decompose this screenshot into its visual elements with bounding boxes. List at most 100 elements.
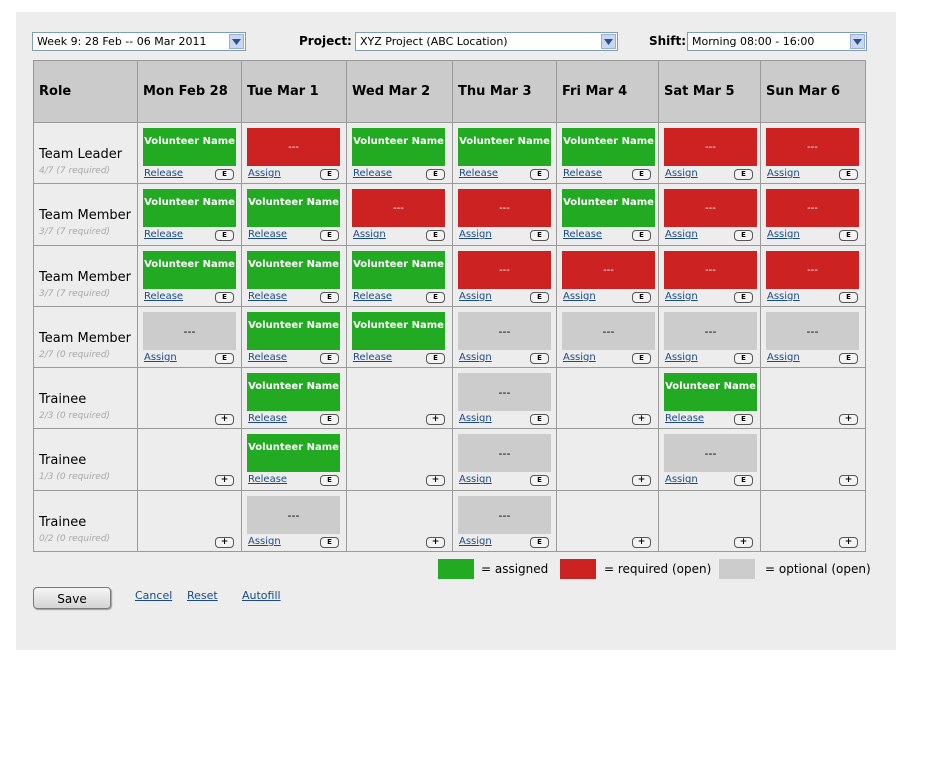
release-link[interactable]: Release [665,413,705,425]
assign-link[interactable]: Assign [665,290,698,302]
optional-open-slot[interactable]: --- [664,311,757,350]
volunteer-slot[interactable]: Volunteer Name [247,189,340,228]
optional-open-slot[interactable]: --- [458,495,551,534]
edit-button[interactable]: E [215,352,234,364]
add-slot-button[interactable]: + [632,536,651,548]
chevron-down-icon[interactable] [229,34,244,49]
edit-button[interactable]: E [320,414,339,426]
volunteer-slot[interactable]: Volunteer Name [562,189,655,228]
edit-button[interactable]: E [734,291,753,303]
assign-link[interactable]: Assign [665,351,698,363]
required-open-slot[interactable]: --- [664,250,757,289]
volunteer-slot[interactable]: Volunteer Name [352,128,445,166]
edit-button[interactable]: E [530,230,549,242]
assign-link[interactable]: Assign [767,229,800,241]
optional-open-slot[interactable]: --- [664,434,757,473]
optional-open-slot[interactable]: --- [562,311,655,350]
release-link[interactable]: Release [563,229,603,241]
optional-open-slot[interactable]: --- [247,495,340,534]
volunteer-slot[interactable]: Volunteer Name [247,311,340,350]
optional-open-slot[interactable]: --- [458,311,551,350]
volunteer-slot[interactable]: Volunteer Name [664,373,757,412]
release-link[interactable]: Release [353,351,393,363]
add-slot-button[interactable]: + [734,536,753,548]
release-link[interactable]: Release [459,168,499,179]
required-open-slot[interactable]: --- [766,128,859,166]
edit-button[interactable]: E [320,169,339,180]
add-slot-button[interactable]: + [839,414,858,426]
required-open-slot[interactable]: --- [766,250,859,289]
edit-button[interactable]: E [734,475,753,487]
autofill-link[interactable]: Autofill [242,589,281,602]
volunteer-slot[interactable]: Volunteer Name [143,250,236,289]
assign-link[interactable]: Assign [665,474,698,486]
assign-link[interactable]: Assign [144,351,177,363]
release-link[interactable]: Release [248,229,288,241]
edit-button[interactable]: E [632,230,651,242]
release-link[interactable]: Release [144,168,184,179]
assign-link[interactable]: Assign [248,535,281,547]
release-link[interactable]: Release [353,168,393,179]
release-link[interactable]: Release [248,413,288,425]
required-open-slot[interactable]: --- [664,189,757,228]
required-open-slot[interactable]: --- [562,250,655,289]
volunteer-slot[interactable]: Volunteer Name [352,250,445,289]
release-link[interactable]: Release [248,290,288,302]
edit-button[interactable]: E [426,169,445,180]
edit-button[interactable]: E [734,169,753,180]
assign-link[interactable]: Assign [459,413,492,425]
add-slot-button[interactable]: + [215,536,234,548]
edit-button[interactable]: E [632,352,651,364]
release-link[interactable]: Release [353,290,393,302]
volunteer-slot[interactable]: Volunteer Name [352,311,445,350]
assign-link[interactable]: Assign [459,229,492,241]
assign-link[interactable]: Assign [459,535,492,547]
edit-button[interactable]: E [530,291,549,303]
edit-button[interactable]: E [320,291,339,303]
add-slot-button[interactable]: + [426,414,445,426]
edit-button[interactable]: E [530,169,549,180]
edit-button[interactable]: E [632,169,651,180]
add-slot-button[interactable]: + [426,475,445,487]
required-open-slot[interactable]: --- [352,189,445,228]
assign-link[interactable]: Assign [563,351,596,363]
edit-button[interactable]: E [215,230,234,242]
edit-button[interactable]: E [426,291,445,303]
edit-button[interactable]: E [530,536,549,548]
edit-button[interactable]: E [734,352,753,364]
week-select[interactable]: Week 9: 28 Feb -- 06 Mar 2011 [32,32,246,51]
add-slot-button[interactable]: + [839,475,858,487]
edit-button[interactable]: E [839,352,858,364]
assign-link[interactable]: Assign [665,229,698,241]
volunteer-slot[interactable]: Volunteer Name [143,189,236,228]
optional-open-slot[interactable]: --- [458,373,551,412]
volunteer-slot[interactable]: Volunteer Name [247,250,340,289]
add-slot-button[interactable]: + [215,475,234,487]
edit-button[interactable]: E [215,291,234,303]
volunteer-slot[interactable]: Volunteer Name [562,128,655,166]
chevron-down-icon[interactable] [850,34,865,49]
edit-button[interactable]: E [530,352,549,364]
edit-button[interactable]: E [734,230,753,242]
shift-select[interactable]: Morning 08:00 - 16:00 [687,32,867,51]
optional-open-slot[interactable]: --- [458,434,551,473]
edit-button[interactable]: E [839,291,858,303]
chevron-down-icon[interactable] [601,34,616,49]
volunteer-slot[interactable]: Volunteer Name [247,434,340,473]
assign-link[interactable]: Assign [767,168,800,179]
edit-button[interactable]: E [734,414,753,426]
assign-link[interactable]: Assign [459,290,492,302]
cancel-link[interactable]: Cancel [135,589,173,602]
release-link[interactable]: Release [563,168,603,179]
release-link[interactable]: Release [248,474,288,486]
edit-button[interactable]: E [426,230,445,242]
release-link[interactable]: Release [144,229,184,241]
add-slot-button[interactable]: + [632,414,651,426]
edit-button[interactable]: E [215,169,234,180]
add-slot-button[interactable]: + [215,414,234,426]
edit-button[interactable]: E [320,352,339,364]
volunteer-slot[interactable]: Volunteer Name [143,128,236,166]
volunteer-slot[interactable]: Volunteer Name [458,128,551,166]
optional-open-slot[interactable]: --- [143,311,236,350]
edit-button[interactable]: E [320,475,339,487]
